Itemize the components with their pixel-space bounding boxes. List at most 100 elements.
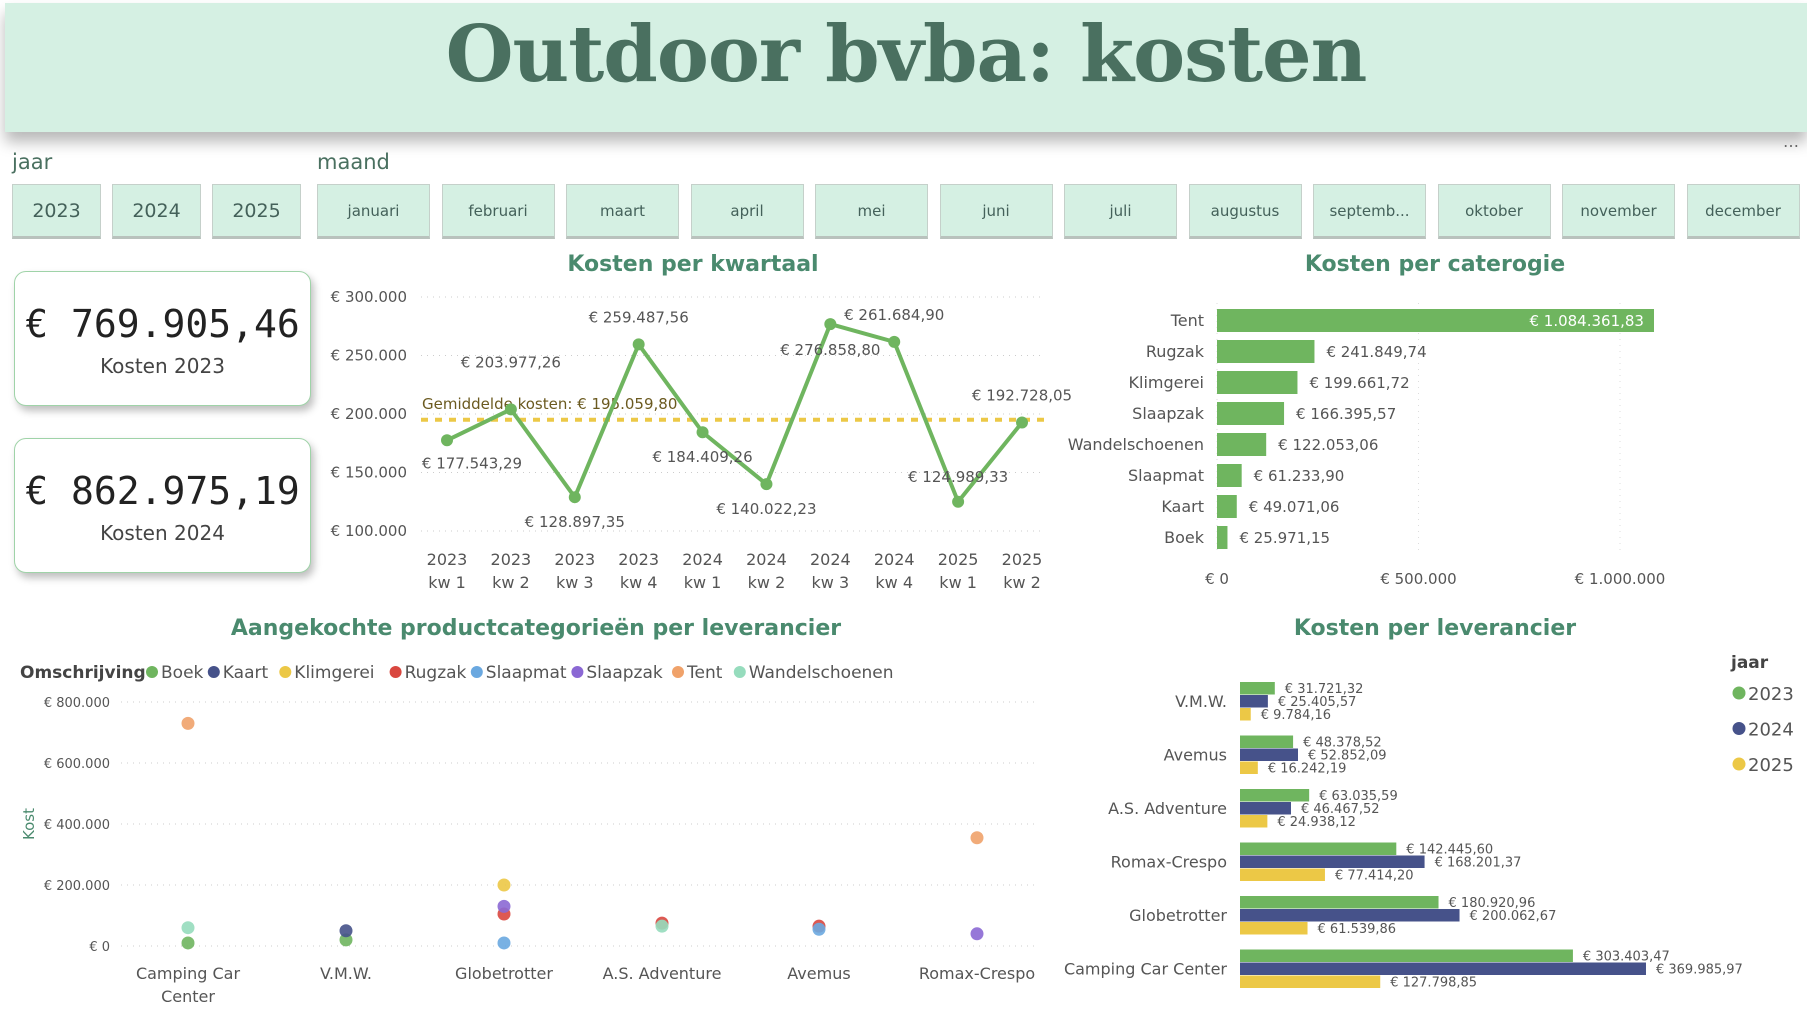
legend-item: Slaapmat (486, 663, 567, 683)
data-point (1016, 416, 1028, 429)
month-button[interactable]: juli (1064, 184, 1177, 239)
x-tick-label: 2025 (1002, 550, 1043, 569)
year-button-2024[interactable]: 2024 (112, 184, 201, 239)
data-label: € 124.989,33 (908, 468, 1008, 486)
data-label: € 25.971,15 (1239, 529, 1330, 547)
month-button[interactable]: november (1562, 184, 1675, 239)
legend-item: 2025 (1748, 755, 1794, 776)
x-tick-label: kw 3 (556, 573, 594, 592)
bar (1240, 868, 1325, 881)
data-label: € 48.378,52 (1303, 736, 1382, 751)
x-tick-label: € 0 (1205, 570, 1229, 588)
data-label: € 203.977,26 (461, 353, 561, 371)
legend-marker (1732, 722, 1746, 735)
x-tick-label: € 500.000 (1380, 570, 1456, 588)
bar (1217, 495, 1237, 518)
data-label: € 31.721,32 (1285, 682, 1364, 697)
month-button[interactable]: mei (815, 184, 928, 239)
bar (1217, 433, 1267, 456)
bar (1240, 975, 1381, 988)
data-label: € 180.920,96 (1449, 896, 1536, 911)
x-tick-label: Center (161, 987, 215, 1006)
month-button[interactable]: juni (939, 184, 1053, 239)
y-tick-label: € 100.000 (331, 522, 407, 540)
bar (1217, 309, 1654, 332)
data-label: € 276.858,80 (780, 341, 880, 359)
x-tick-label: 2025 (938, 550, 979, 569)
scatter-chart-title: Aangekochte productcategorieën per lever… (230, 616, 842, 641)
data-point (760, 478, 773, 491)
y-tick-label: € 250.000 (331, 347, 407, 365)
scatter-point (497, 936, 511, 950)
x-tick-label: Globetrotter (455, 964, 553, 983)
bar (1240, 735, 1294, 748)
category-label: Romax-Crespo (1111, 853, 1227, 872)
month-button[interactable]: septemb... (1313, 184, 1426, 239)
y-tick-label: € 400.000 (44, 818, 110, 833)
data-label: € 122.053,06 (1278, 436, 1378, 454)
month-button[interactable]: oktober (1437, 184, 1551, 239)
x-tick-label: kw 4 (620, 573, 658, 592)
x-tick-label: Romax-Crespo (919, 964, 1035, 983)
year-button-2025[interactable]: 2025 (212, 184, 301, 239)
y-tick-label: € 200.000 (44, 879, 110, 894)
month-button[interactable]: augustus (1188, 184, 1302, 239)
y-tick-label: € 800.000 (44, 696, 110, 711)
data-label: € 142.445,60 (1406, 843, 1493, 858)
x-tick-label: kw 2 (748, 573, 786, 592)
scatter-point (497, 878, 511, 892)
category-label: Slaapzak (1132, 404, 1205, 423)
legend-marker (1732, 686, 1746, 700)
bar (1240, 896, 1439, 909)
scatter-point (655, 919, 669, 933)
data-label: € 199.661,72 (1309, 374, 1409, 392)
month-button[interactable]: januari (317, 184, 430, 239)
bar (1240, 909, 1460, 922)
bar (1240, 842, 1397, 855)
month-button[interactable]: april (690, 184, 804, 239)
legend-title: jaar (1730, 653, 1769, 673)
category-label: Wandelschoenen (1068, 435, 1204, 454)
scatter-point (970, 831, 984, 845)
legend-marker (470, 666, 483, 678)
data-label: € 192.728,05 (972, 387, 1072, 405)
data-label: € 128.897,35 (525, 513, 625, 531)
legend-marker (1732, 757, 1746, 771)
bar (1240, 748, 1298, 761)
x-tick-label: 2024 (810, 550, 851, 569)
bar (1240, 802, 1291, 815)
bar (1217, 371, 1298, 394)
data-point (824, 318, 837, 331)
data-label: € 61.233,90 (1254, 467, 1345, 485)
x-tick-label: kw 4 (875, 573, 913, 592)
data-label: € 9.784,16 (1261, 708, 1331, 723)
scatter-point (497, 899, 511, 913)
kpi-value: € 769.905,46 (25, 302, 300, 346)
legend-item: Boek (161, 663, 204, 683)
kpi-card-2024: € 862.975,19 Kosten 2024 (14, 438, 311, 573)
y-tick-label: € 150.000 (331, 464, 407, 482)
y-axis-title: Kost (20, 808, 38, 840)
x-tick-label: 2023 (554, 550, 595, 569)
more-options-icon[interactable]: … (1783, 132, 1799, 151)
month-button[interactable]: december (1686, 184, 1800, 239)
data-label: € 140.022,23 (716, 500, 816, 518)
header-banner: Outdoor bvba: kosten (5, 3, 1807, 132)
page-title: Outdoor bvba: kosten (445, 9, 1368, 100)
legend-title: Omschrijving (20, 663, 146, 683)
x-tick-label: 2023 (618, 550, 659, 569)
legend-item: Klimgerei (294, 663, 374, 683)
bar (1240, 922, 1308, 935)
data-label: € 177.543,29 (422, 454, 522, 472)
bar (1240, 815, 1268, 828)
data-label: € 166.395,57 (1296, 405, 1396, 423)
legend-marker (389, 666, 402, 678)
category-label: Kaart (1161, 497, 1204, 516)
month-button[interactable]: februari (441, 184, 555, 239)
data-label: € 1.084.361,83 (1529, 312, 1644, 330)
x-tick-label: kw 1 (684, 573, 722, 592)
year-button-2023[interactable]: 2023 (12, 184, 101, 239)
month-button[interactable]: maart (566, 184, 679, 239)
quarter-chart-title: Kosten per kwartaal (567, 252, 819, 277)
x-tick-label: A.S. Adventure (603, 964, 722, 983)
